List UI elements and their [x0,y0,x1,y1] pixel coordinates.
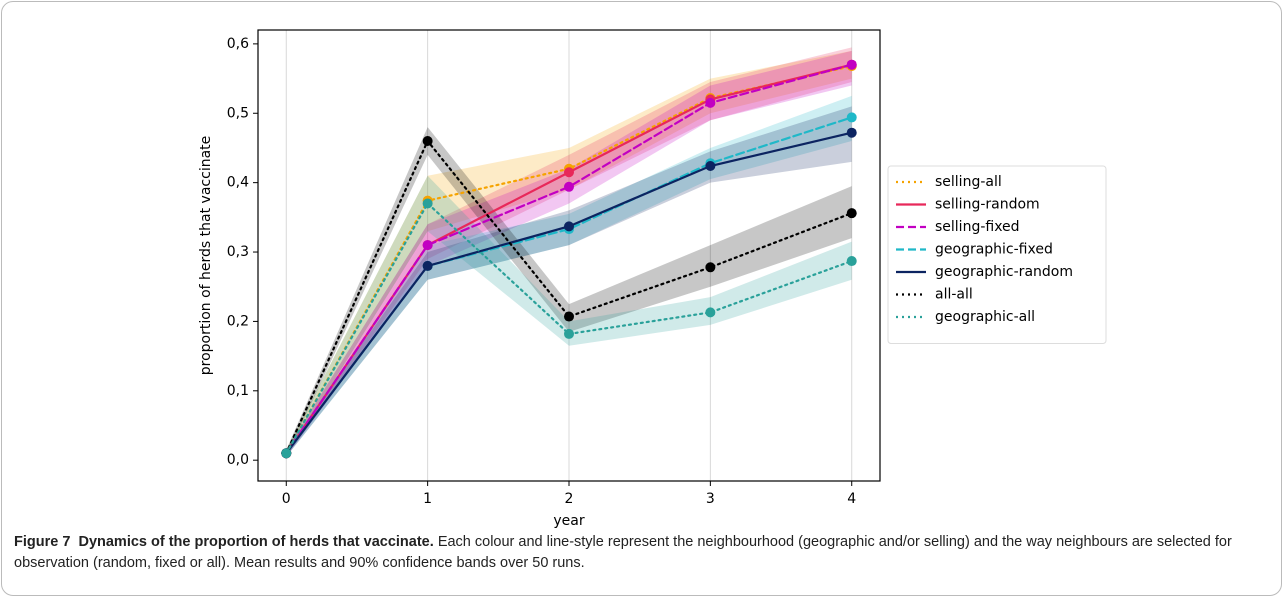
legend-label: geographic-random [935,264,1073,280]
chart: 0 1 2 3 4 0,0 0,1 0,2 0,3 0,4 0,5 0,6 year proportion… [198,29,1107,529]
x-tick-label: 1 [423,491,432,507]
data-point [281,448,292,459]
x-axis-label: year [553,513,584,529]
data-point [564,311,574,322]
y-tick-label: 0,5 [227,105,249,121]
data-point [422,240,433,251]
data-point [705,262,716,273]
data-point [705,307,716,318]
confidence-band [286,106,852,457]
y-tick-label: 0,6 [227,36,249,52]
confidence-band [286,95,852,457]
legend-label: all-all [935,287,973,303]
series-line [285,138,853,455]
caption-title: Dynamics of the proportion of herds that… [78,534,434,550]
caption: Figure 7 Dynamics of the proportion of h… [14,532,1264,574]
caption-label: Figure 7 [14,534,71,550]
y-tick-label: 0,1 [227,383,249,399]
y-axis-label: proportion of herds that vaccinate [198,136,214,376]
data-point [422,260,433,271]
y-tick-label: 0,0 [227,452,249,468]
data-point [846,112,857,123]
legend-label: selling-random [935,197,1040,213]
data-point [846,208,857,219]
data-point [846,127,857,138]
data-point [846,59,857,70]
data-point [846,256,857,267]
data-point [705,97,716,108]
caption-text: Each colour and line-style represent the… [14,534,1232,571]
data-point [564,181,574,192]
data-point [564,328,574,339]
data-point [422,198,433,209]
data-point [564,221,574,232]
confidence-band [286,47,852,457]
legend-label: selling-fixed [935,219,1020,235]
x-tick-label: 3 [706,491,715,507]
data-point [422,136,433,147]
y-tick-label: 0,3 [227,244,249,260]
confidence-band [286,50,852,457]
plot-frame [257,29,881,482]
x-tick-label: 4 [847,491,856,507]
data-point [705,160,716,171]
legend-label: geographic-all [935,309,1035,325]
legend-box [887,165,1107,344]
y-tick-label: 0,2 [227,313,249,329]
y-tick-label: 0,4 [227,175,249,191]
legend-label: geographic-fixed [935,242,1053,258]
x-tick-label: 0 [282,491,291,507]
data-point [564,167,574,178]
legend-label: selling-all [935,174,1002,190]
x-tick-label: 2 [565,491,574,507]
